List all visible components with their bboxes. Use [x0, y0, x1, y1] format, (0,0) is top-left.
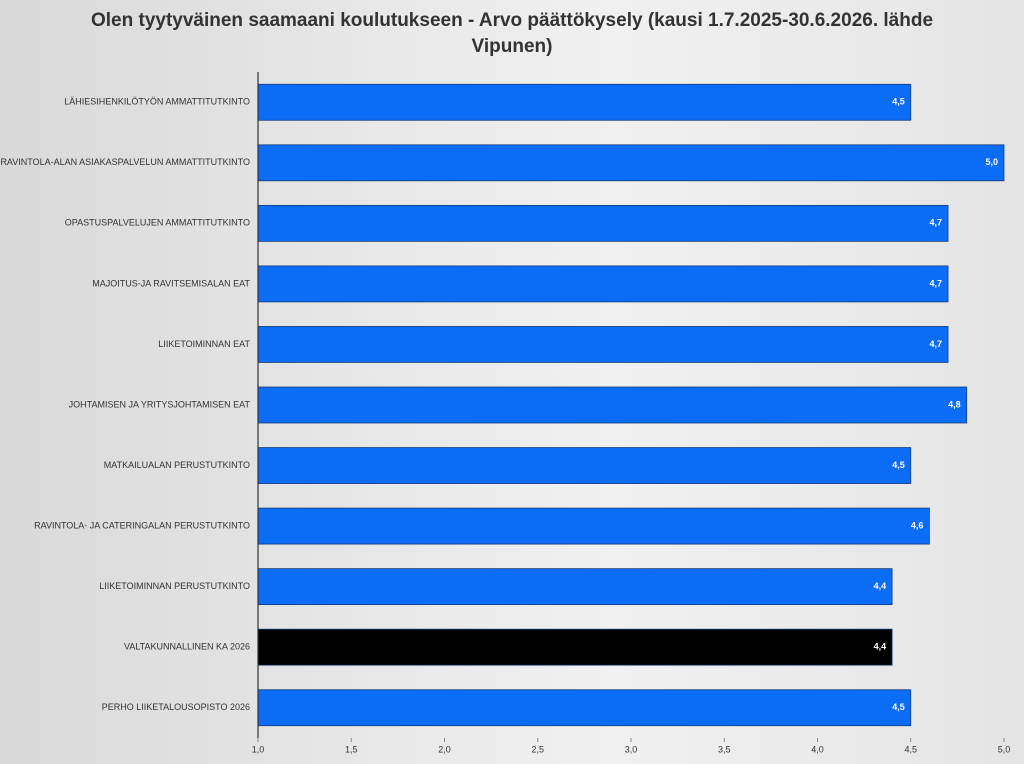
x-tick-label: 3,0 — [625, 744, 638, 754]
x-tick-label: 5,0 — [998, 744, 1011, 754]
y-tick-label: OPASTUSPALVELUJEN AMMATTITUTKINTO — [65, 218, 250, 228]
value-label: 4,7 — [930, 218, 943, 228]
value-label: 4,5 — [892, 702, 905, 712]
y-tick-label: VALTAKUNNALLINEN KA 2026 — [124, 642, 250, 652]
x-tick-label: 4,0 — [811, 744, 824, 754]
bar — [257, 689, 912, 727]
value-label: 4,6 — [911, 520, 924, 530]
x-tick-label: 4,5 — [904, 744, 917, 754]
y-tick-label: LÄHIESIHENKILÖTYÖN AMMATTITUTKINTO — [64, 97, 250, 107]
value-label: 4,4 — [874, 642, 887, 652]
y-tick-label: PERHO LIIKETALOUSOPISTO 2026 — [102, 702, 250, 712]
bar — [257, 628, 893, 666]
value-label: 4,7 — [930, 278, 943, 288]
y-tick-label: LIIKETOIMINNAN PERUSTUTKINTO — [99, 581, 250, 591]
bar — [257, 386, 968, 424]
bar — [257, 507, 930, 545]
value-label: 5,0 — [985, 157, 998, 167]
bar — [257, 447, 912, 484]
y-tick-label: LIIKETOIMINNAN EAT — [158, 339, 250, 349]
x-tick-label: 2,0 — [438, 744, 451, 754]
value-label: 4,4 — [874, 581, 887, 591]
bar — [257, 144, 1005, 182]
bar — [257, 204, 949, 242]
value-label: 4,8 — [948, 399, 961, 409]
value-label: 4,5 — [892, 460, 905, 470]
value-label: 4,5 — [892, 97, 905, 107]
value-label: 4,7 — [930, 339, 943, 349]
bar — [257, 326, 949, 363]
y-tick-label: RAVINTOLA- JA CATERINGALAN PERUSTUTKINTO — [34, 520, 250, 530]
y-tick-label: JOHTAMISEN JA YRITYSJOHTAMISEN EAT — [69, 399, 251, 409]
chart-title: Olen tyytyväinen saamaani koulutukseen -… — [90, 10, 934, 57]
x-tick-label: 3,5 — [718, 744, 731, 754]
x-tick-label: 2,5 — [531, 744, 544, 754]
x-tick-label: 1,5 — [345, 744, 358, 754]
y-tick-label: RAVINTOLA-ALAN ASIAKASPALVELUN AMMATTITU… — [0, 157, 250, 167]
bar — [257, 265, 949, 303]
x-tick-label: 1,0 — [252, 744, 265, 754]
y-tick-label: MAJOITUS-JA RAVITSEMISALAN EAT — [92, 278, 250, 288]
y-tick-label: MATKAILUALAN PERUSTUTKINTO — [104, 460, 250, 470]
bar — [257, 568, 893, 606]
bar — [257, 83, 912, 121]
